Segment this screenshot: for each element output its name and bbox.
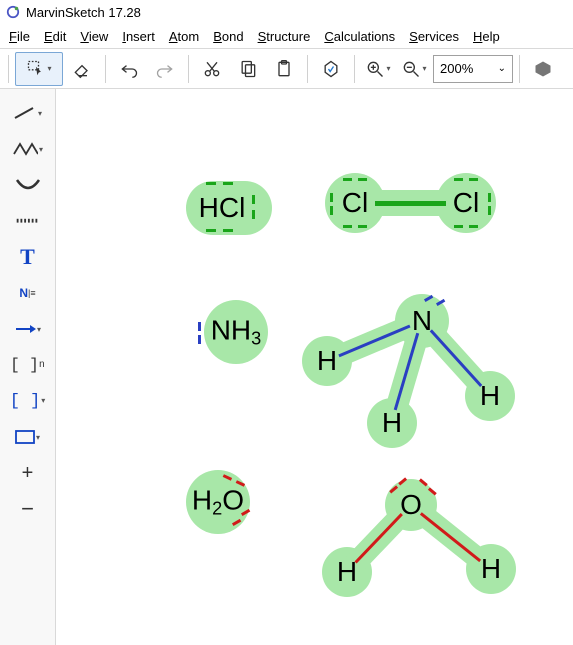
main-toolbar: ▾ ▾ ▾ 200% ⌄ bbox=[0, 49, 573, 89]
workspace: ▾ ▾ ▮▮▮▮▮▮ T N|≡ ▾ [ ]n [ ] ▾ ▾ + − bbox=[0, 89, 573, 645]
lone-pair bbox=[343, 178, 352, 181]
name-tool-label: N bbox=[19, 286, 28, 300]
zoom-select[interactable]: 200% ⌄ bbox=[433, 55, 513, 83]
curve-tool[interactable] bbox=[8, 171, 48, 199]
decrease-charge-tool[interactable]: − bbox=[8, 495, 48, 523]
chevron-down-icon: ▾ bbox=[41, 396, 45, 406]
bracket-n-label: [ ] bbox=[10, 356, 39, 374]
separator bbox=[188, 55, 189, 83]
bracket-label: [ ] bbox=[10, 392, 41, 411]
atom-o[interactable]: O bbox=[400, 489, 422, 521]
chevron-down-icon: ⌄ bbox=[498, 63, 506, 74]
separator bbox=[8, 55, 9, 83]
cut-button[interactable] bbox=[195, 52, 229, 86]
rectangle-tool[interactable]: ▾ bbox=[8, 423, 48, 451]
menu-structure[interactable]: Structure bbox=[251, 27, 318, 46]
undo-button[interactable] bbox=[112, 52, 146, 86]
menu-view[interactable]: View bbox=[73, 27, 115, 46]
menu-bond[interactable]: Bond bbox=[206, 27, 250, 46]
atom-h3[interactable]: H bbox=[480, 380, 500, 412]
menu-edit[interactable]: Edit bbox=[37, 27, 73, 46]
atom-n[interactable]: N bbox=[412, 305, 432, 337]
app-logo-icon bbox=[6, 5, 20, 19]
menu-atom[interactable]: Atom bbox=[162, 27, 206, 46]
lone-pair bbox=[488, 193, 491, 202]
lone-pair bbox=[343, 225, 352, 228]
menu-help[interactable]: Help bbox=[466, 27, 507, 46]
lone-pair bbox=[469, 225, 478, 228]
eraser-button[interactable] bbox=[65, 52, 99, 86]
bond[interactable] bbox=[375, 201, 446, 206]
lone-pair bbox=[198, 322, 201, 331]
lone-pair bbox=[223, 229, 233, 232]
app-title: MarvinSketch 17.28 bbox=[26, 5, 141, 20]
bond[interactable] bbox=[430, 330, 482, 387]
view3d-button[interactable] bbox=[526, 52, 560, 86]
separator bbox=[307, 55, 308, 83]
lone-pair bbox=[223, 182, 233, 185]
lone-pair bbox=[454, 225, 463, 228]
molecule-h2o-formula[interactable]: H2O bbox=[192, 485, 244, 520]
menu-insert[interactable]: Insert bbox=[115, 27, 162, 46]
redo-button[interactable] bbox=[148, 52, 182, 86]
chevron-down-icon: ▾ bbox=[36, 433, 40, 442]
zoom-value: 200% bbox=[440, 61, 473, 76]
lone-pair bbox=[198, 335, 201, 344]
lone-pair bbox=[252, 210, 255, 219]
text-tool[interactable]: T bbox=[8, 243, 48, 271]
menu-calculations[interactable]: Calculations bbox=[317, 27, 402, 46]
ruler-tool[interactable]: ▮▮▮▮▮▮ bbox=[8, 207, 48, 235]
titlebar: MarvinSketch 17.28 bbox=[0, 0, 573, 24]
menubar: File Edit View Insert Atom Bond Structur… bbox=[0, 24, 573, 48]
atom-h-right[interactable]: H bbox=[481, 553, 501, 585]
separator bbox=[105, 55, 106, 83]
chevron-down-icon: ▾ bbox=[39, 145, 43, 154]
arrow-tool[interactable]: ▾ bbox=[8, 315, 48, 343]
canvas[interactable]: HCl Cl Cl NH3 N H H H H2O O H H bbox=[56, 89, 573, 645]
chevron-down-icon: ▾ bbox=[47, 64, 51, 73]
separator bbox=[519, 55, 520, 83]
menu-file[interactable]: File bbox=[2, 27, 37, 46]
lone-pair bbox=[330, 193, 333, 202]
lone-pair bbox=[488, 206, 491, 215]
atom-h-left[interactable]: H bbox=[337, 556, 357, 588]
bracket-n-sub: n bbox=[39, 360, 45, 371]
atom-cl-right[interactable]: Cl bbox=[453, 187, 479, 219]
name-tool[interactable]: N|≡ bbox=[8, 279, 48, 307]
selection-tool-button[interactable]: ▾ bbox=[15, 52, 63, 86]
lone-pair bbox=[206, 229, 216, 232]
chevron-down-icon: ▾ bbox=[422, 64, 426, 73]
molecule-hcl-formula[interactable]: HCl bbox=[199, 192, 246, 224]
zoom-in-button[interactable]: ▾ bbox=[361, 52, 395, 86]
bond[interactable] bbox=[420, 512, 481, 562]
left-toolbar: ▾ ▾ ▮▮▮▮▮▮ T N|≡ ▾ [ ]n [ ] ▾ ▾ + − bbox=[0, 89, 56, 645]
lone-pair bbox=[358, 225, 367, 228]
molecule-nh3-formula[interactable]: NH3 bbox=[211, 315, 262, 350]
lone-pair bbox=[358, 178, 367, 181]
lone-pair bbox=[252, 195, 255, 204]
chevron-down-icon: ▾ bbox=[386, 64, 390, 73]
atom-h2[interactable]: H bbox=[382, 407, 402, 439]
atom-h1[interactable]: H bbox=[317, 345, 337, 377]
lone-pair bbox=[330, 206, 333, 215]
copy-button[interactable] bbox=[231, 52, 265, 86]
increase-charge-tool[interactable]: + bbox=[8, 459, 48, 487]
single-bond-tool[interactable]: ▾ bbox=[8, 99, 48, 127]
chevron-down-icon: ▾ bbox=[37, 325, 41, 334]
clean-button[interactable] bbox=[314, 52, 348, 86]
chain-tool[interactable]: ▾ bbox=[8, 135, 48, 163]
menu-services[interactable]: Services bbox=[402, 27, 466, 46]
bracket-tool[interactable]: [ ] ▾ bbox=[8, 387, 48, 415]
separator bbox=[354, 55, 355, 83]
atom-cl-left[interactable]: Cl bbox=[342, 187, 368, 219]
zoom-out-button[interactable]: ▾ bbox=[397, 52, 431, 86]
bracket-subscript-tool[interactable]: [ ]n bbox=[8, 351, 48, 379]
lone-pair bbox=[454, 178, 463, 181]
chevron-down-icon: ▾ bbox=[38, 109, 42, 118]
lone-pair bbox=[206, 182, 216, 185]
paste-button[interactable] bbox=[267, 52, 301, 86]
lone-pair bbox=[469, 178, 478, 181]
